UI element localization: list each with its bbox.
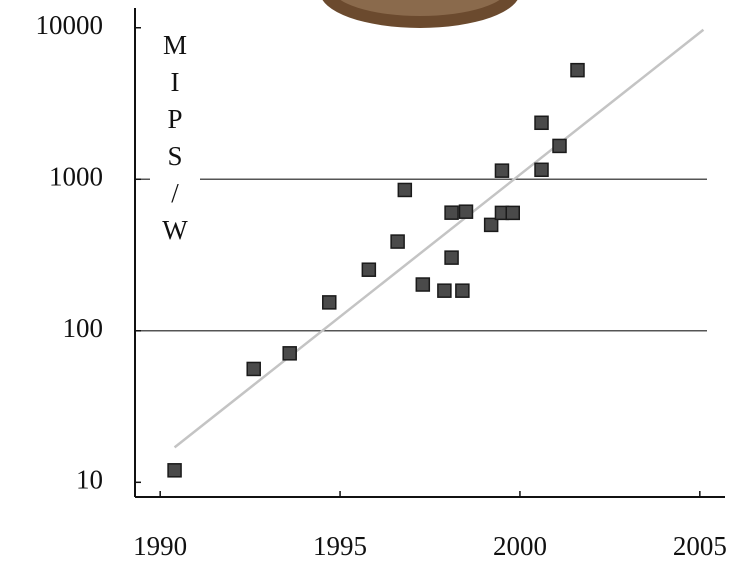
x-tick-label: 1990 [133, 531, 187, 561]
data-point [397, 182, 413, 198]
data-point [494, 163, 510, 178]
label-backing [150, 30, 200, 255]
data-point [282, 346, 297, 361]
data-point [246, 361, 261, 377]
y-tick-label: 100 [63, 313, 104, 343]
y-axis-label: M I P S / W [162, 30, 188, 245]
data-point [483, 217, 499, 233]
trend-line [173, 28, 705, 449]
data-point [552, 138, 567, 154]
x-tick-label: 2005 [673, 531, 727, 561]
data-point [167, 463, 182, 478]
data-point [534, 162, 549, 178]
y-tick-label: 10000 [36, 10, 104, 40]
data-point [437, 283, 452, 298]
x-tick-label: 1995 [313, 531, 367, 561]
data-point [390, 234, 405, 249]
data-point [570, 62, 585, 78]
photo-fragment [265, 0, 575, 28]
y-tick-label: 10 [76, 465, 103, 495]
data-point [444, 205, 459, 220]
data-point [455, 283, 470, 298]
data-point [505, 205, 520, 221]
data-point [361, 262, 377, 277]
data-point [415, 277, 431, 292]
y-tick-label: 1000 [49, 161, 103, 191]
data-point [322, 295, 337, 310]
data-point [444, 250, 459, 265]
data-point [458, 204, 474, 219]
data-point [534, 115, 549, 131]
x-tick-label: 2000 [493, 531, 547, 561]
